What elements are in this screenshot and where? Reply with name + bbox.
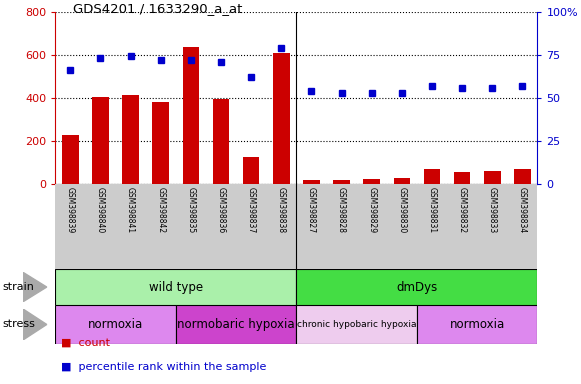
Bar <box>273 53 289 184</box>
Bar <box>393 178 410 184</box>
Text: ■  percentile rank within the sample: ■ percentile rank within the sample <box>61 362 266 372</box>
Text: GSM398833: GSM398833 <box>487 187 497 233</box>
Text: GSM398841: GSM398841 <box>126 187 135 233</box>
Bar <box>62 135 78 184</box>
Text: GSM398832: GSM398832 <box>458 187 467 233</box>
Bar <box>484 171 500 184</box>
Text: chronic hypobaric hypoxia: chronic hypobaric hypoxia <box>297 320 417 329</box>
Text: GSM398838: GSM398838 <box>277 187 286 233</box>
Text: GDS4201 / 1633290_a_at: GDS4201 / 1633290_a_at <box>73 2 242 15</box>
Polygon shape <box>23 273 46 302</box>
Text: GSM398842: GSM398842 <box>156 187 165 233</box>
Text: GSM398837: GSM398837 <box>246 187 256 233</box>
Bar <box>454 172 471 184</box>
Text: GSM398835: GSM398835 <box>187 187 195 233</box>
Bar <box>176 305 296 344</box>
Text: normoxia: normoxia <box>88 318 143 331</box>
Bar <box>363 179 380 184</box>
Bar <box>243 157 259 184</box>
Text: wild type: wild type <box>149 281 203 293</box>
Bar <box>296 305 417 344</box>
Bar <box>92 97 109 184</box>
Bar <box>182 47 199 184</box>
Bar <box>213 99 229 184</box>
Bar <box>514 169 530 184</box>
Text: GSM398831: GSM398831 <box>428 187 436 233</box>
Bar <box>303 180 320 184</box>
Text: GSM398836: GSM398836 <box>217 187 225 233</box>
Bar <box>152 102 169 184</box>
Bar <box>122 95 139 184</box>
Text: GSM398834: GSM398834 <box>518 187 527 233</box>
Text: GSM398840: GSM398840 <box>96 187 105 233</box>
Text: ■  count: ■ count <box>61 338 110 348</box>
Text: dmDys: dmDys <box>396 281 437 293</box>
Bar <box>55 305 176 344</box>
Bar <box>424 169 440 184</box>
Text: GSM398827: GSM398827 <box>307 187 316 233</box>
Text: stress: stress <box>3 319 36 329</box>
Text: normoxia: normoxia <box>450 318 505 331</box>
Bar <box>333 180 350 184</box>
Text: GSM398829: GSM398829 <box>367 187 376 233</box>
Bar <box>417 305 537 344</box>
Text: strain: strain <box>3 282 35 292</box>
Text: GSM398839: GSM398839 <box>66 187 75 233</box>
Polygon shape <box>23 309 46 340</box>
Text: GSM398828: GSM398828 <box>337 187 346 233</box>
Text: normobaric hypoxia: normobaric hypoxia <box>177 318 295 331</box>
Bar <box>55 269 296 305</box>
Text: GSM398830: GSM398830 <box>397 187 406 233</box>
Bar <box>296 269 537 305</box>
